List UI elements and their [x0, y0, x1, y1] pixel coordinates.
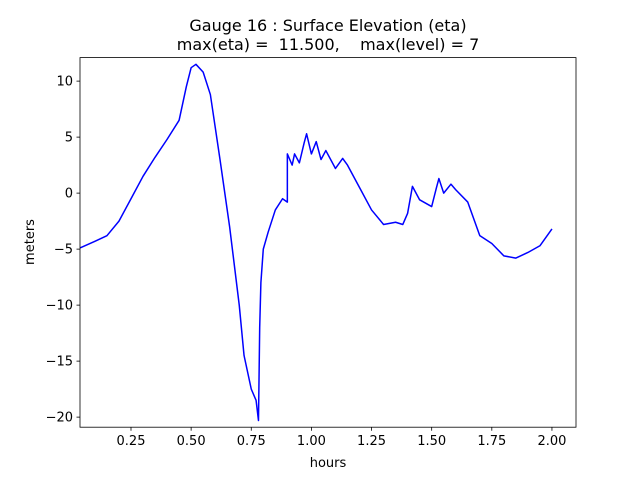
data-line — [80, 63, 553, 422]
plot-frame — [79, 57, 577, 428]
x-tick-label: 2.00 — [537, 434, 566, 449]
x-tick-label: 0.50 — [177, 434, 206, 449]
x-tick-label: 0.75 — [237, 434, 266, 449]
x-tick-label: 1.00 — [297, 434, 326, 449]
x-axis-label: hours — [310, 456, 347, 471]
y-tick-label: 0 — [65, 187, 73, 202]
x-tick-label: 1.75 — [477, 434, 506, 449]
y-tick-label: −5 — [54, 243, 73, 258]
y-tick-label: −20 — [46, 411, 73, 426]
y-tick-label: −15 — [46, 355, 73, 370]
x-tick-label: 1.50 — [417, 434, 446, 449]
y-tick-label: 5 — [65, 131, 73, 146]
chart-title: Gauge 16 : Surface Elevation (eta) — [189, 16, 466, 35]
y-tick-label: 10 — [56, 75, 73, 90]
chart-subtitle: max(eta) = 11.500, max(level) = 7 — [177, 35, 480, 54]
x-tick-label: 1.25 — [357, 434, 386, 449]
y-axis-label: meters — [23, 219, 38, 265]
y-tick-label: −10 — [46, 299, 73, 314]
x-tick-label: 0.25 — [117, 434, 146, 449]
